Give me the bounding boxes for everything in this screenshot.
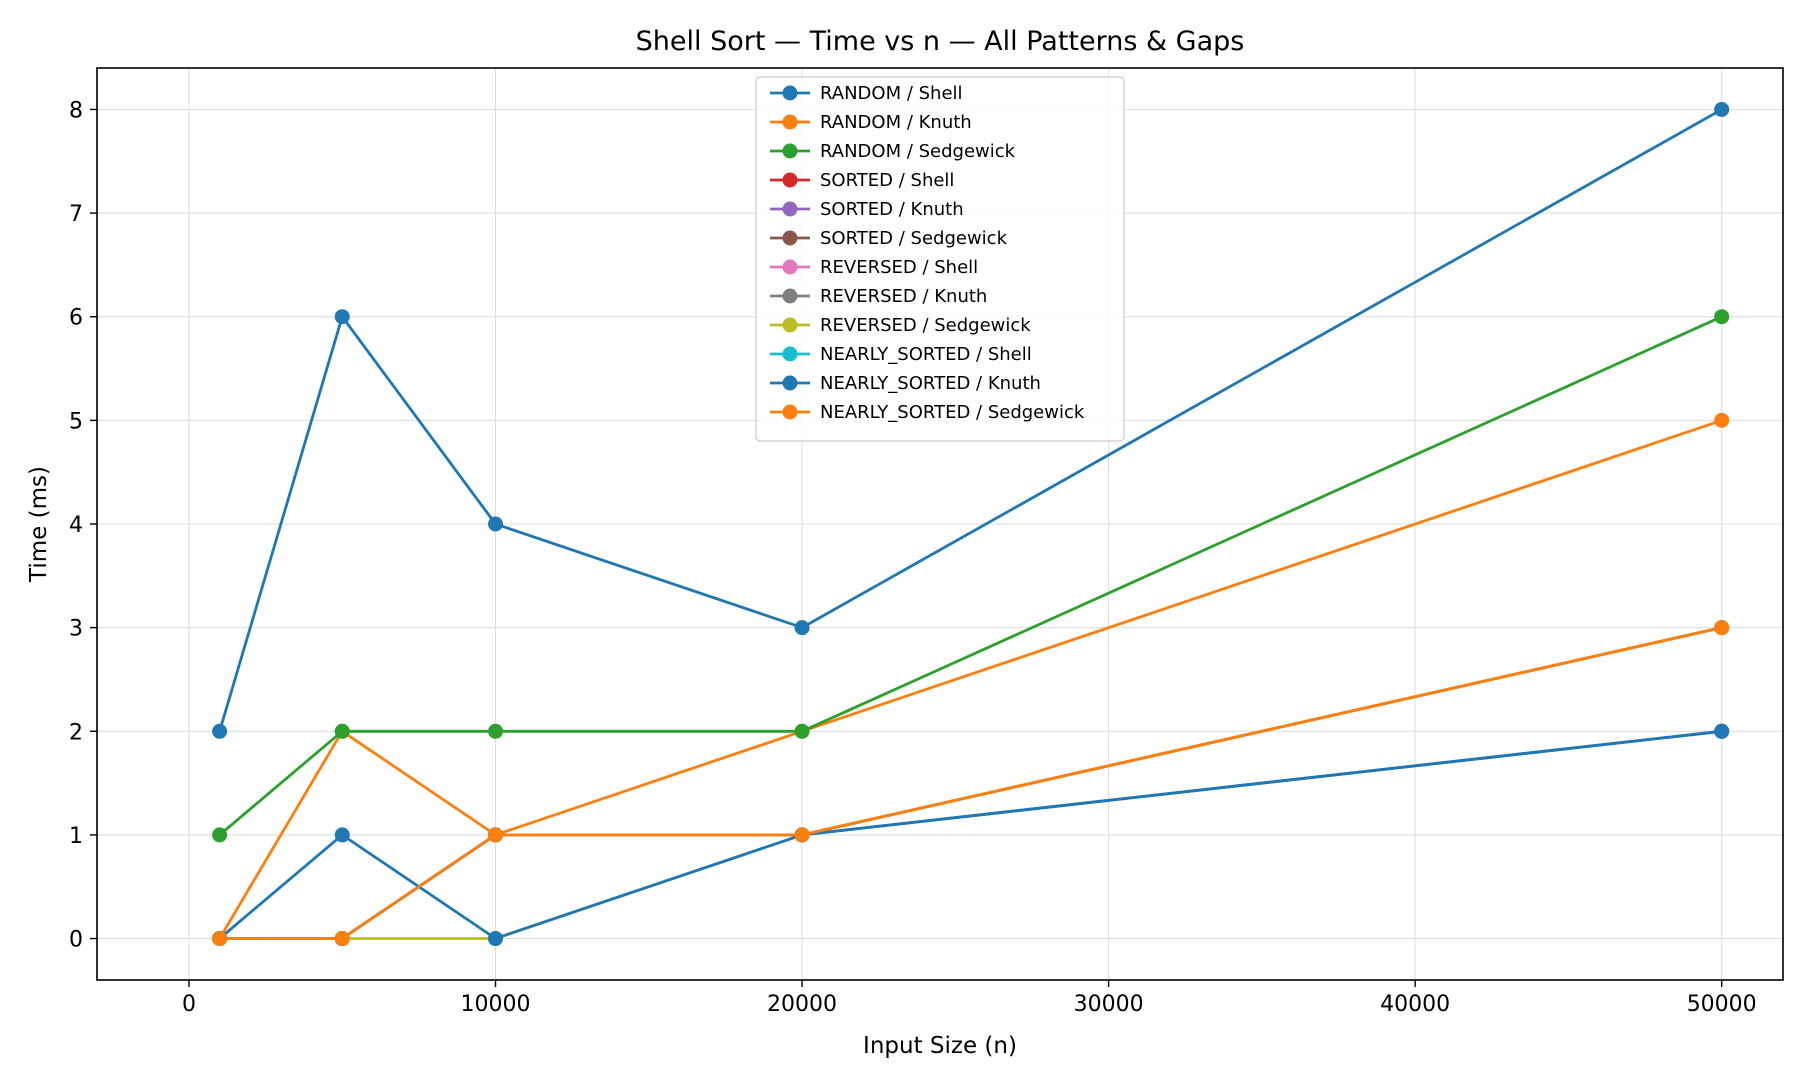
legend-swatch-marker	[782, 230, 798, 246]
legend-box	[755, 76, 1125, 442]
data-point	[212, 723, 228, 739]
legend-item: REVERSED / Sedgewick	[770, 315, 1031, 336]
legend-swatch-marker	[782, 346, 798, 362]
legend-item: NEARLY_SORTED / Shell	[770, 344, 1032, 365]
x-axis-ticks: 0 10000 20000 30000 40000 50000	[182, 980, 1757, 1017]
data-point	[794, 827, 810, 843]
data-point	[1714, 101, 1730, 117]
legend: RANDOM / Shell RANDOM / Knuth RANDOM / Sed…	[755, 76, 1125, 442]
series-line	[212, 412, 1730, 947]
series-line	[212, 620, 1730, 947]
legend-swatch-marker	[782, 375, 798, 391]
y-tick-label: 6	[69, 306, 83, 331]
x-tick-label: 10000	[461, 992, 531, 1017]
data-point	[488, 723, 504, 739]
y-tick-label: 2	[69, 720, 83, 745]
data-point	[1714, 620, 1730, 636]
legend-label: SORTED / Shell	[820, 170, 954, 191]
data-point	[212, 827, 228, 843]
legend-label: SORTED / Knuth	[820, 199, 964, 220]
legend-item: NEARLY_SORTED / Knuth	[770, 373, 1041, 394]
y-tick-label: 4	[69, 513, 83, 538]
legend-item: SORTED / Sedgewick	[770, 228, 1008, 249]
series-line	[212, 309, 1730, 843]
legend-swatch-marker	[782, 201, 798, 217]
legend-swatch-marker	[782, 404, 798, 420]
legend-label: REVERSED / Knuth	[820, 286, 987, 307]
legend-swatch-marker	[782, 114, 798, 130]
legend-label: RANDOM / Sedgewick	[820, 141, 1016, 162]
data-point	[1714, 723, 1730, 739]
data-point	[334, 723, 350, 739]
y-tick-label: 0	[69, 928, 83, 953]
legend-label: SORTED / Sedgewick	[820, 228, 1008, 249]
y-tick-label: 3	[69, 617, 83, 642]
series-layer	[212, 101, 1730, 947]
data-point	[1714, 309, 1730, 325]
legend-item: SORTED / Knuth	[770, 199, 964, 220]
series-line	[212, 620, 1730, 947]
legend-swatch-marker	[782, 317, 798, 333]
data-point	[1714, 412, 1730, 428]
data-point	[794, 723, 810, 739]
legend-label: RANDOM / Knuth	[820, 112, 972, 133]
x-tick-label: 20000	[767, 992, 837, 1017]
legend-item: REVERSED / Knuth	[770, 286, 987, 307]
data-point	[334, 827, 350, 843]
series-line	[212, 620, 1730, 947]
legend-label: NEARLY_SORTED / Sedgewick	[820, 402, 1085, 423]
data-point	[488, 827, 504, 843]
legend-swatch-marker	[782, 85, 798, 101]
legend-swatch-marker	[782, 288, 798, 304]
legend-item: NEARLY_SORTED / Sedgewick	[770, 402, 1085, 423]
legend-item: SORTED / Shell	[770, 170, 954, 191]
data-point	[334, 309, 350, 325]
x-tick-label: 0	[182, 992, 196, 1017]
y-tick-label: 8	[69, 98, 83, 123]
y-axis-label: Time (ms)	[26, 466, 52, 583]
x-tick-label: 30000	[1074, 992, 1144, 1017]
y-tick-label: 7	[69, 202, 83, 227]
y-tick-label: 1	[69, 824, 83, 849]
data-point	[334, 931, 350, 947]
x-axis-label: Input Size (n)	[863, 1033, 1017, 1059]
y-axis-ticks: 0 1 2 3 4 5 6 7 8	[69, 98, 97, 953]
data-point	[488, 931, 504, 947]
legend-label: REVERSED / Shell	[820, 257, 978, 278]
legend-item: REVERSED / Shell	[770, 257, 978, 278]
legend-label: NEARLY_SORTED / Knuth	[820, 373, 1041, 394]
x-tick-label: 50000	[1687, 992, 1757, 1017]
legend-item: RANDOM / Sedgewick	[770, 141, 1016, 162]
series-line	[212, 101, 1730, 739]
series-line	[212, 620, 1730, 947]
legend-swatch-marker	[782, 143, 798, 159]
data-point	[794, 620, 810, 636]
data-point	[488, 516, 504, 532]
x-tick-label: 40000	[1380, 992, 1450, 1017]
legend-swatch-marker	[782, 259, 798, 275]
legend-label: RANDOM / Shell	[820, 83, 963, 104]
legend-item: RANDOM / Shell	[770, 83, 963, 104]
y-tick-label: 5	[69, 409, 83, 434]
legend-label: NEARLY_SORTED / Shell	[820, 344, 1032, 365]
data-point	[212, 931, 228, 947]
legend-swatch-marker	[782, 172, 798, 188]
chart-title: Shell Sort — Time vs n — All Patterns & …	[636, 26, 1245, 57]
legend-label: REVERSED / Sedgewick	[820, 315, 1031, 336]
series-line	[212, 620, 1730, 947]
legend-item: RANDOM / Knuth	[770, 112, 972, 133]
